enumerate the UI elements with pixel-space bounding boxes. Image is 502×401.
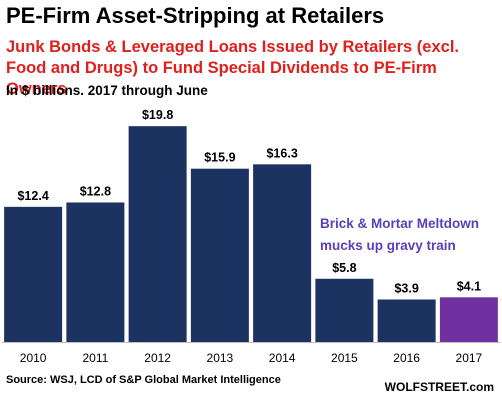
x-tick-label-2014: 2014 xyxy=(269,351,296,365)
data-label-2013: $15.9 xyxy=(204,151,235,165)
x-tick-label-2012: 2012 xyxy=(144,351,171,365)
annotation: Brick & Mortar Meltdown mucks up gravy t… xyxy=(320,213,479,257)
x-tick-label-2013: 2013 xyxy=(207,351,234,365)
annotation-line-1: Brick & Mortar Meltdown xyxy=(320,216,480,231)
chart-subtitle: Junk Bonds & Leveraged Loans Issued by R… xyxy=(6,38,459,98)
data-label-2012: $19.8 xyxy=(142,108,173,122)
x-tick-label-2015: 2015 xyxy=(331,351,358,365)
bar-2012 xyxy=(128,126,187,343)
bar-2015 xyxy=(315,278,374,342)
x-tick-label-2016: 2016 xyxy=(393,351,420,365)
data-label-2015: $5.8 xyxy=(332,261,356,275)
bar-2013 xyxy=(190,168,249,342)
source-note: Source: WSJ, LCD of S&P Global Market In… xyxy=(6,374,281,386)
annotation-line-2: mucks up gravy train xyxy=(320,238,456,253)
x-tick-label-2017: 2017 xyxy=(456,351,483,365)
data-label-2016: $3.9 xyxy=(394,281,418,295)
unit-note: In $ billions. 2017 through June xyxy=(6,83,208,98)
bar-2011 xyxy=(66,202,125,342)
bar-2016 xyxy=(377,299,436,342)
brand-logo-text: WOLFSTREET.com xyxy=(384,380,494,394)
data-label-2010: $12.4 xyxy=(17,189,48,203)
chart-title: PE-Firm Asset-Stripping at Retailers xyxy=(6,3,385,28)
bar-2010 xyxy=(4,206,63,342)
x-tick-label-2011: 2011 xyxy=(82,351,108,365)
bar-2017 xyxy=(439,297,498,342)
data-label-2011: $12.8 xyxy=(80,184,111,198)
data-label-2014: $16.3 xyxy=(266,146,297,160)
data-label-2017: $4.1 xyxy=(457,279,481,293)
bar-2014 xyxy=(253,164,312,342)
x-tick-label-2010: 2010 xyxy=(20,351,47,365)
